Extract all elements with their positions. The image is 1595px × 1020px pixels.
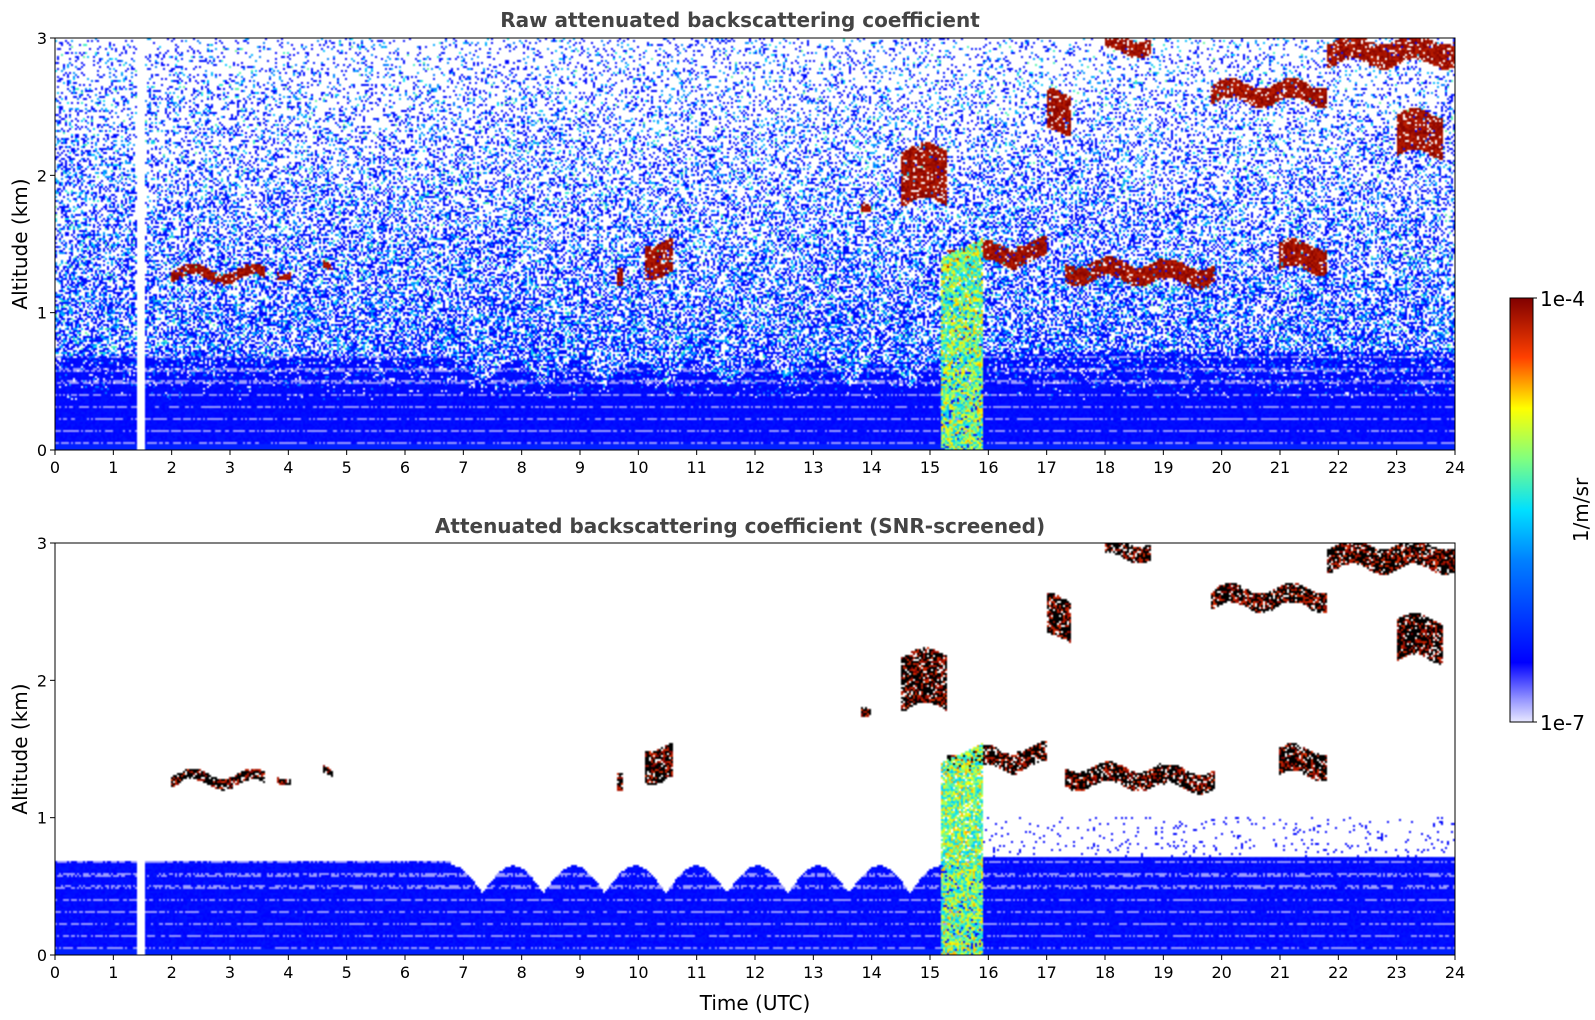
x-tick-label: 5 bbox=[342, 458, 352, 477]
snr-screened-heatmap bbox=[55, 543, 1455, 955]
x-tick-label: 19 bbox=[1153, 458, 1173, 477]
y-tick-label: 0 bbox=[37, 946, 47, 965]
x-tick-label: 16 bbox=[978, 458, 998, 477]
x-tick-label: 22 bbox=[1328, 458, 1348, 477]
x-tick-label: 14 bbox=[861, 458, 881, 477]
colorbar-min-label: 1e-7 bbox=[1540, 711, 1585, 735]
x-tick-label: 0 bbox=[50, 963, 60, 982]
colorbar: 1e-4 1e-7 1/m/sr bbox=[1509, 287, 1593, 735]
y-tick-label: 2 bbox=[37, 166, 47, 185]
y-axis: 0 1 2 3 bbox=[37, 29, 55, 460]
x-tick-label: 3 bbox=[225, 963, 235, 982]
x-axis: 0 1 2 3 4 5 6 7 8 9 10 11 12 13 14 15 16 17 18 19 20 21 22 23 24 bbox=[50, 955, 1465, 982]
colorbar-unit-label: 1/m/sr bbox=[1569, 477, 1593, 542]
x-tick-label: 18 bbox=[1095, 963, 1115, 982]
y-axis-label: Altitude (km) bbox=[8, 683, 32, 814]
x-tick-label: 4 bbox=[283, 963, 293, 982]
x-tick-label: 8 bbox=[517, 458, 527, 477]
x-tick-label: 14 bbox=[861, 963, 881, 982]
x-tick-label: 12 bbox=[745, 458, 765, 477]
x-tick-label: 6 bbox=[400, 458, 410, 477]
y-tick-label: 1 bbox=[37, 304, 47, 323]
x-tick-label: 11 bbox=[686, 458, 706, 477]
y-tick-label: 3 bbox=[37, 534, 47, 553]
x-tick-label: 12 bbox=[745, 963, 765, 982]
y-axis-label: Altitude (km) bbox=[8, 178, 32, 309]
x-tick-label: 11 bbox=[686, 963, 706, 982]
x-tick-label: 21 bbox=[1270, 963, 1290, 982]
x-tick-label: 23 bbox=[1386, 458, 1406, 477]
snr-screened-panel: Attenuated backscattering coefficient (S… bbox=[8, 514, 1465, 1015]
x-tick-label: 2 bbox=[167, 458, 177, 477]
raw-backscatter-heatmap bbox=[55, 38, 1455, 450]
x-tick-label: 21 bbox=[1270, 458, 1290, 477]
x-tick-label: 19 bbox=[1153, 963, 1173, 982]
x-tick-label: 17 bbox=[1036, 963, 1056, 982]
x-tick-label: 8 bbox=[517, 963, 527, 982]
x-tick-label: 24 bbox=[1445, 458, 1465, 477]
x-tick-label: 2 bbox=[167, 963, 177, 982]
colorbar-max-label: 1e-4 bbox=[1540, 287, 1585, 311]
x-tick-label: 23 bbox=[1386, 963, 1406, 982]
x-tick-label: 18 bbox=[1095, 458, 1115, 477]
x-tick-label: 0 bbox=[50, 458, 60, 477]
y-tick-label: 1 bbox=[37, 809, 47, 828]
x-tick-label: 13 bbox=[803, 458, 823, 477]
x-tick-label: 10 bbox=[628, 963, 648, 982]
x-tick-label: 24 bbox=[1445, 963, 1465, 982]
x-tick-label: 7 bbox=[458, 458, 468, 477]
x-tick-label: 3 bbox=[225, 458, 235, 477]
raw-backscatter-panel: Raw attenuated backscattering coefficien… bbox=[8, 8, 1465, 477]
x-tick-label: 15 bbox=[920, 458, 940, 477]
y-tick-label: 3 bbox=[37, 29, 47, 48]
x-tick-label: 9 bbox=[575, 458, 585, 477]
x-tick-label: 1 bbox=[108, 963, 118, 982]
y-tick-label: 2 bbox=[37, 671, 47, 690]
x-tick-label: 16 bbox=[978, 963, 998, 982]
x-tick-label: 5 bbox=[342, 963, 352, 982]
x-axis-label: Time (UTC) bbox=[699, 991, 811, 1015]
x-tick-label: 9 bbox=[575, 963, 585, 982]
x-tick-label: 20 bbox=[1211, 963, 1231, 982]
x-axis: 0 1 2 3 4 5 6 7 8 9 10 11 12 13 14 15 16 17 18 19 20 21 22 23 24 bbox=[50, 450, 1465, 477]
chart-title: Attenuated backscattering coefficient (S… bbox=[435, 514, 1045, 538]
x-tick-label: 17 bbox=[1036, 458, 1056, 477]
x-tick-label: 22 bbox=[1328, 963, 1348, 982]
chart-title: Raw attenuated backscattering coefficien… bbox=[500, 8, 980, 32]
x-tick-label: 6 bbox=[400, 963, 410, 982]
x-tick-label: 7 bbox=[458, 963, 468, 982]
y-tick-label: 0 bbox=[37, 441, 47, 460]
x-tick-label: 13 bbox=[803, 963, 823, 982]
y-axis: 0 1 2 3 bbox=[37, 534, 55, 965]
x-tick-label: 20 bbox=[1211, 458, 1231, 477]
x-tick-label: 10 bbox=[628, 458, 648, 477]
x-tick-label: 1 bbox=[108, 458, 118, 477]
x-tick-label: 15 bbox=[920, 963, 940, 982]
colorbar-gradient bbox=[1509, 297, 1534, 723]
x-tick-label: 4 bbox=[283, 458, 293, 477]
